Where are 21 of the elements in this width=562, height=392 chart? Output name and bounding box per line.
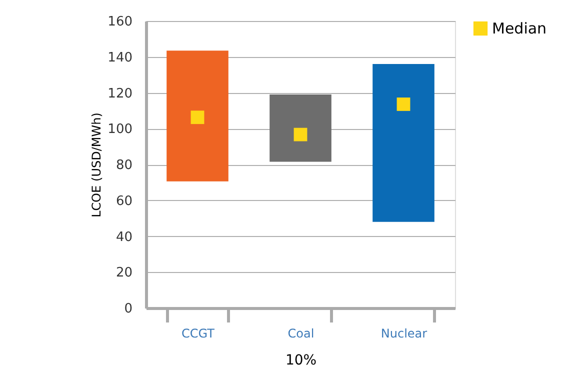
point bbox=[396, 98, 410, 111]
point bbox=[294, 128, 308, 142]
x-tick-label: Nuclear bbox=[380, 326, 428, 340]
bar bbox=[372, 64, 434, 222]
legend-label: Median bbox=[492, 20, 547, 38]
y-tick-label: 60 bbox=[116, 194, 132, 209]
y-tick-label: 0 bbox=[124, 302, 132, 316]
y-tick-label: 80 bbox=[116, 158, 132, 173]
point bbox=[190, 110, 204, 124]
y-tick-label: 100 bbox=[108, 122, 132, 138]
y-tick-label: 160 bbox=[108, 14, 132, 30]
x-tick-label: Coal bbox=[288, 326, 314, 340]
x-tick-label: CCGT bbox=[182, 326, 216, 340]
y-tick-label: 120 bbox=[108, 86, 132, 102]
bar bbox=[166, 50, 228, 182]
y-tick-label: 140 bbox=[108, 50, 132, 66]
y-tick-label: 20 bbox=[116, 266, 132, 281]
y-axis-title: LCOE (USD/MWh) bbox=[90, 112, 104, 218]
x-axis-title: 10% bbox=[285, 352, 317, 368]
y-tick-label: 40 bbox=[116, 230, 132, 245]
bar bbox=[270, 94, 332, 162]
